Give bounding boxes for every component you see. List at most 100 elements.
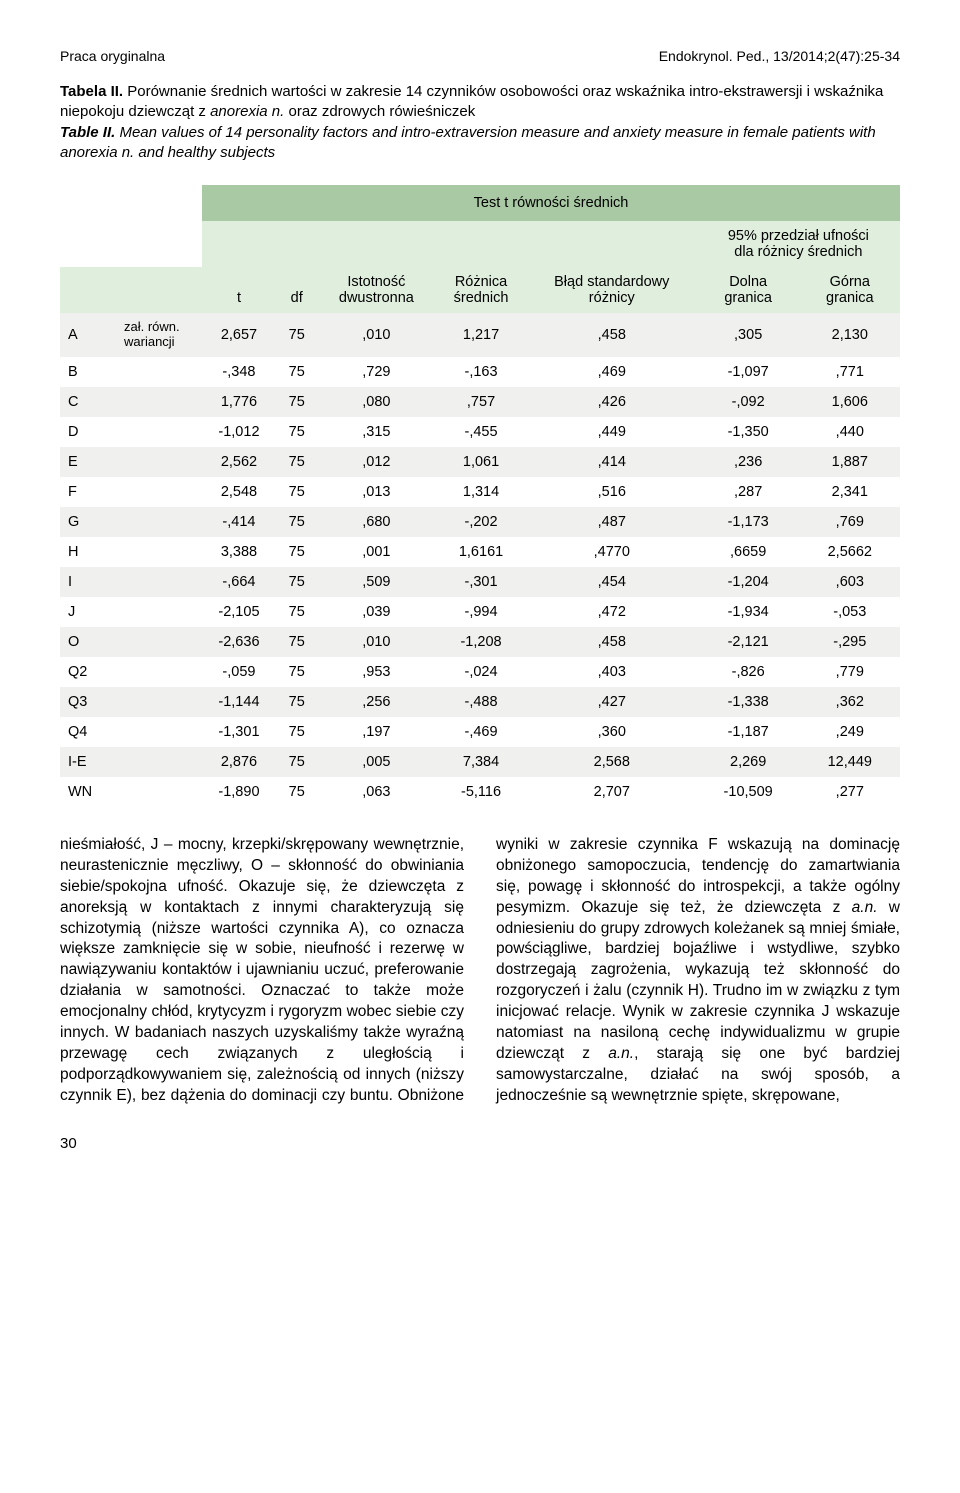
table-cell: ,012 bbox=[318, 447, 436, 477]
table-cell: ,509 bbox=[318, 567, 436, 597]
table-cell: ,236 bbox=[697, 447, 800, 477]
table-cell: -1,350 bbox=[697, 417, 800, 447]
table-cell: -,163 bbox=[435, 357, 527, 387]
table-cell: ,458 bbox=[527, 313, 697, 357]
table-row-key: B bbox=[60, 357, 116, 387]
table-cell: ,277 bbox=[800, 777, 900, 807]
table-row-sub bbox=[116, 387, 202, 417]
table-cell: -1,890 bbox=[202, 777, 276, 807]
table-cell: 2,269 bbox=[697, 747, 800, 777]
column-header: df bbox=[276, 267, 318, 313]
table-cell: -,202 bbox=[435, 507, 527, 537]
table-cell: -,414 bbox=[202, 507, 276, 537]
table-row-key: D bbox=[60, 417, 116, 447]
table-cell: 75 bbox=[276, 657, 318, 687]
column-header: Błąd standardowyróżnicy bbox=[527, 267, 697, 313]
table-cell: ,440 bbox=[800, 417, 900, 447]
table-cell: -,059 bbox=[202, 657, 276, 687]
table-cell: ,315 bbox=[318, 417, 436, 447]
table-cell: ,779 bbox=[800, 657, 900, 687]
table-cell: ,6659 bbox=[697, 537, 800, 567]
table-row-key: WN bbox=[60, 777, 116, 807]
table-cell: 75 bbox=[276, 687, 318, 717]
table-row-key: O bbox=[60, 627, 116, 657]
table-cell: 2,568 bbox=[527, 747, 697, 777]
table-cell: -1,012 bbox=[202, 417, 276, 447]
table-cell: -1,338 bbox=[697, 687, 800, 717]
table-cell: ,516 bbox=[527, 477, 697, 507]
table-cell: 75 bbox=[276, 357, 318, 387]
table-cell: -2,121 bbox=[697, 627, 800, 657]
table-row-sub bbox=[116, 507, 202, 537]
table-cell: -1,208 bbox=[435, 627, 527, 657]
page-number: 30 bbox=[60, 1135, 900, 1152]
table-cell: ,454 bbox=[527, 567, 697, 597]
table-row-sub: zał. równ.wariancji bbox=[116, 313, 202, 357]
table-cell: ,729 bbox=[318, 357, 436, 387]
table-cell: ,603 bbox=[800, 567, 900, 597]
table-row-key: J bbox=[60, 597, 116, 627]
table-cell: 2,707 bbox=[527, 777, 697, 807]
table-row-sub bbox=[116, 537, 202, 567]
table-caption: Tabela II. Porównanie średnich wartości … bbox=[60, 82, 900, 163]
table-cell: 1,776 bbox=[202, 387, 276, 417]
table-cell: -2,105 bbox=[202, 597, 276, 627]
table-cell: 75 bbox=[276, 747, 318, 777]
table-cell: ,469 bbox=[527, 357, 697, 387]
table-cell: ,427 bbox=[527, 687, 697, 717]
table-cell: 12,449 bbox=[800, 747, 900, 777]
column-header: Dolnagranica bbox=[697, 267, 800, 313]
table-cell: ,403 bbox=[527, 657, 697, 687]
table-row-sub bbox=[116, 447, 202, 477]
table-cell: 2,341 bbox=[800, 477, 900, 507]
table-cell: 1,061 bbox=[435, 447, 527, 477]
table-cell: -1,934 bbox=[697, 597, 800, 627]
table-row-key: C bbox=[60, 387, 116, 417]
caption-text-en: Mean values of 14 personality factors an… bbox=[60, 124, 876, 161]
table-cell: 1,217 bbox=[435, 313, 527, 357]
table-cell: ,010 bbox=[318, 313, 436, 357]
body-text: nieśmiałość, J – mocny, krzepki/skrępowa… bbox=[60, 835, 900, 1107]
table-cell: ,005 bbox=[318, 747, 436, 777]
table-row-key: E bbox=[60, 447, 116, 477]
table-cell: 75 bbox=[276, 313, 318, 357]
table-cell: -1,204 bbox=[697, 567, 800, 597]
table-row-sub bbox=[116, 477, 202, 507]
table-cell: ,256 bbox=[318, 687, 436, 717]
table-cell: ,360 bbox=[527, 717, 697, 747]
table-cell: 75 bbox=[276, 477, 318, 507]
table-cell: 1,887 bbox=[800, 447, 900, 477]
table-row-key: H bbox=[60, 537, 116, 567]
table-row-sub bbox=[116, 657, 202, 687]
table-cell: 1,6161 bbox=[435, 537, 527, 567]
table-super-header: Test t równości średnich bbox=[202, 185, 900, 221]
caption-label-pl: Tabela II. bbox=[60, 83, 123, 100]
table-cell: -1,301 bbox=[202, 717, 276, 747]
table-cell: -,301 bbox=[435, 567, 527, 597]
column-header: t bbox=[202, 267, 276, 313]
table-cell: ,305 bbox=[697, 313, 800, 357]
table-row-key: Q3 bbox=[60, 687, 116, 717]
table-cell: ,771 bbox=[800, 357, 900, 387]
table-cell: ,953 bbox=[318, 657, 436, 687]
table-cell: 2,876 bbox=[202, 747, 276, 777]
table-row-key: I bbox=[60, 567, 116, 597]
table-cell: 3,388 bbox=[202, 537, 276, 567]
table-cell: 2,5662 bbox=[800, 537, 900, 567]
table-cell: -2,636 bbox=[202, 627, 276, 657]
stats-table: Test t równości średnich 95% przedział u… bbox=[60, 185, 900, 807]
table-cell: 2,657 bbox=[202, 313, 276, 357]
table-cell: ,680 bbox=[318, 507, 436, 537]
table-cell: -,348 bbox=[202, 357, 276, 387]
table-cell: 2,130 bbox=[800, 313, 900, 357]
table-row-sub bbox=[116, 717, 202, 747]
table-cell: 75 bbox=[276, 597, 318, 627]
table-row-key: I-E bbox=[60, 747, 116, 777]
table-cell: -1,144 bbox=[202, 687, 276, 717]
table-cell: -10,509 bbox=[697, 777, 800, 807]
column-header: Górnagranica bbox=[800, 267, 900, 313]
table-cell: ,414 bbox=[527, 447, 697, 477]
caption-text-pl-c: oraz zdrowych rówieśniczek bbox=[284, 103, 475, 120]
body-p1a: nieśmiałość, J – mocny, krzepki/skrępowa… bbox=[60, 836, 464, 1104]
table-row-sub bbox=[116, 747, 202, 777]
